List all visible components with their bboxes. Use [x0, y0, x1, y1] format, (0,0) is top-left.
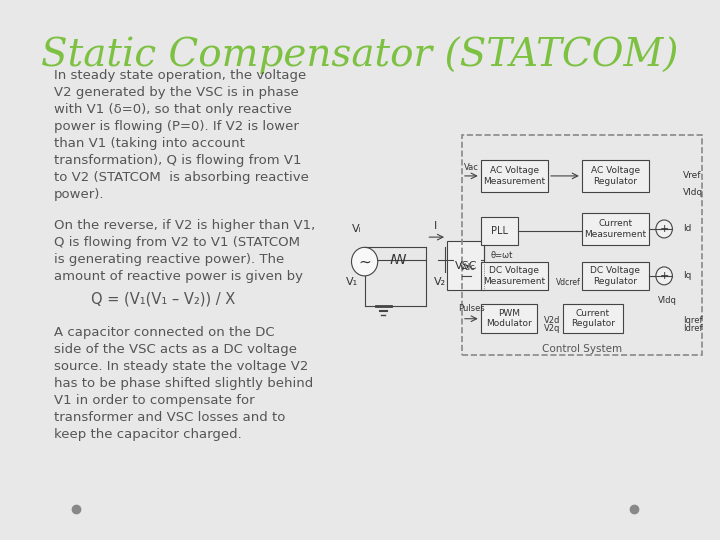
Text: Control System: Control System: [541, 345, 622, 354]
Bar: [462, 135, 701, 355]
Text: V2q: V2q: [544, 325, 560, 333]
Text: Iqref: Iqref: [683, 316, 702, 325]
Text: Vref: Vref: [683, 171, 701, 180]
Text: Id: Id: [683, 225, 691, 233]
Text: On the reverse, if V2 is higher than V1,
Q is flowing from V2 to V1 (STATCOM
is : On the reverse, if V2 is higher than V1,…: [54, 219, 315, 283]
Text: Vldq: Vldq: [683, 188, 703, 197]
Text: Idref: Idref: [683, 325, 702, 333]
Bar: [563, 305, 623, 333]
Text: PLL: PLL: [491, 226, 508, 236]
Text: ꟿ: ꟿ: [390, 253, 407, 267]
Circle shape: [656, 267, 672, 285]
Text: DC Voltage
Regulator: DC Voltage Regulator: [590, 266, 641, 286]
Text: θ=ωt: θ=ωt: [490, 251, 513, 260]
Text: Static Compensator (STATCOM): Static Compensator (STATCOM): [41, 36, 679, 74]
Text: Current
Regulator: Current Regulator: [571, 309, 615, 328]
Bar: [447, 241, 485, 290]
Text: Vdc: Vdc: [459, 263, 475, 272]
Text: Vᵢ: Vᵢ: [352, 224, 362, 234]
Text: AC Voltage
Measurement: AC Voltage Measurement: [483, 166, 546, 186]
Text: V₁: V₁: [346, 277, 358, 287]
Bar: [481, 305, 537, 333]
Text: DC Voltage
Measurement: DC Voltage Measurement: [483, 266, 546, 286]
Text: I: I: [434, 221, 437, 231]
Text: Pulses: Pulses: [458, 303, 485, 313]
Text: PWM
Modulator: PWM Modulator: [486, 309, 531, 328]
Bar: [481, 217, 518, 245]
Text: AC Voltage
Regulator: AC Voltage Regulator: [591, 166, 640, 186]
Text: V₂: V₂: [433, 277, 446, 287]
Text: A capacitor connected on the DC
side of the VSC acts as a DC voltage
source. In : A capacitor connected on the DC side of …: [54, 326, 313, 441]
Text: Iq: Iq: [683, 272, 691, 280]
Text: V2d: V2d: [544, 316, 560, 325]
Text: Q = (V₁(V₁ – V₂)) / X: Q = (V₁(V₁ – V₂)) / X: [54, 292, 235, 307]
Text: Vdcref: Vdcref: [557, 278, 581, 287]
Text: VSC: VSC: [454, 261, 477, 271]
Text: Current
Measurement: Current Measurement: [585, 219, 647, 239]
Circle shape: [351, 247, 378, 276]
Text: Vldq: Vldq: [658, 296, 678, 305]
Bar: [481, 261, 548, 290]
Text: +: +: [660, 224, 669, 234]
Bar: [582, 261, 649, 290]
Text: ~: ~: [359, 254, 371, 269]
Bar: [582, 213, 649, 245]
Circle shape: [656, 220, 672, 238]
Bar: [582, 160, 649, 192]
Text: +: +: [660, 271, 669, 281]
Text: In steady state operation, the voltage
V2 generated by the VSC is in phase
with : In steady state operation, the voltage V…: [54, 69, 309, 200]
Bar: [481, 160, 548, 192]
Text: Vac: Vac: [464, 163, 479, 172]
